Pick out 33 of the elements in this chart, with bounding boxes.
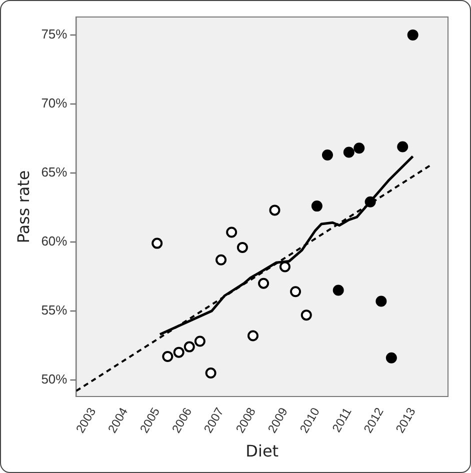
point bbox=[354, 142, 365, 154]
point bbox=[386, 352, 397, 364]
point bbox=[279, 261, 290, 272]
point bbox=[162, 350, 174, 362]
point bbox=[258, 278, 270, 289]
point bbox=[205, 368, 216, 379]
point bbox=[216, 254, 227, 266]
y-tick-label: 70% bbox=[41, 96, 68, 111]
point bbox=[332, 284, 344, 296]
point bbox=[173, 346, 184, 358]
point bbox=[194, 336, 206, 347]
x-axis-title: Diet bbox=[246, 442, 279, 461]
point bbox=[311, 200, 322, 212]
point bbox=[269, 204, 280, 216]
point bbox=[343, 146, 354, 158]
point bbox=[248, 330, 258, 342]
point bbox=[184, 341, 195, 352]
point bbox=[364, 196, 376, 208]
y-tick-label: 55% bbox=[41, 302, 68, 318]
point bbox=[226, 226, 238, 238]
y-tick-label: 50% bbox=[41, 372, 68, 386]
y-tick-label: 75% bbox=[41, 26, 68, 42]
point bbox=[152, 238, 163, 249]
point bbox=[397, 141, 408, 152]
point bbox=[290, 286, 302, 298]
point bbox=[407, 29, 418, 40]
point bbox=[376, 296, 387, 307]
y-tick-label: 60% bbox=[41, 234, 68, 249]
point bbox=[236, 242, 248, 253]
y-axis-title: Pass rate bbox=[14, 170, 33, 244]
point bbox=[322, 149, 333, 160]
point bbox=[300, 310, 312, 321]
y-tick-label: 65% bbox=[41, 164, 68, 180]
